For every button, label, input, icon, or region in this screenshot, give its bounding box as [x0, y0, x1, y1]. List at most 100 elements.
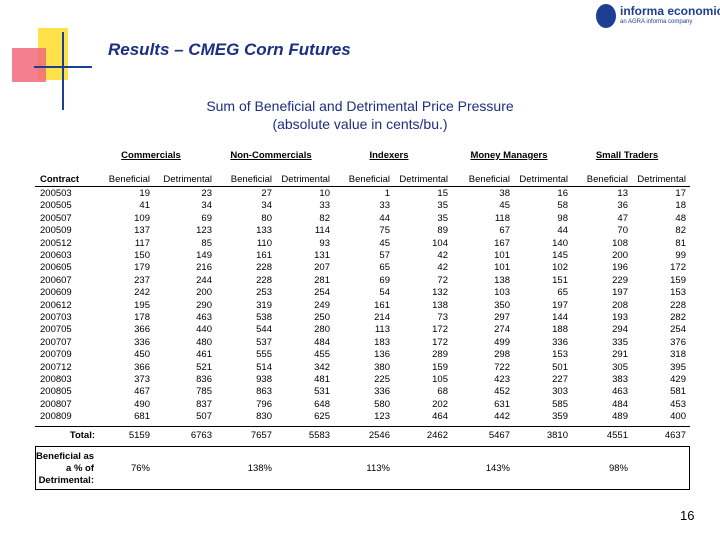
cell: 461	[196, 349, 212, 361]
cell: 197	[612, 287, 628, 299]
cell: 161	[256, 250, 272, 261]
cell: 101	[494, 250, 510, 261]
cell: 319	[256, 299, 272, 311]
cell: 297	[494, 312, 510, 323]
cell: 373	[134, 374, 150, 385]
cell: 105	[432, 374, 448, 385]
cell: 103	[494, 287, 510, 299]
cell: 200503	[40, 188, 72, 199]
cell: 863	[256, 386, 272, 398]
cell: 580	[374, 398, 390, 410]
cell: 648	[314, 398, 330, 410]
cell: 200603	[40, 250, 72, 261]
cell: 455	[314, 349, 330, 361]
cell: 681	[134, 411, 150, 423]
cell: 15	[437, 188, 448, 199]
cell: 109	[134, 212, 150, 224]
cell: 442	[494, 411, 510, 423]
cell: 585	[552, 398, 568, 410]
cell: 34	[201, 200, 212, 212]
cell: 123	[196, 225, 212, 237]
cell: 383	[612, 374, 628, 385]
cell: 423	[494, 374, 510, 385]
cell: 274	[494, 324, 510, 336]
cell: 200705	[40, 324, 72, 336]
cell: 200807	[40, 398, 72, 410]
cell: 335	[612, 336, 628, 348]
cell: 200805	[40, 386, 72, 398]
cell: 202	[432, 398, 448, 410]
cell: 366	[134, 361, 150, 373]
cell: 138	[432, 299, 448, 311]
cell: 1	[384, 188, 390, 199]
cell: 33	[319, 200, 330, 212]
cell: 318	[670, 349, 686, 361]
cell: 214	[374, 312, 390, 323]
cell: 153	[552, 349, 568, 361]
cell: 17	[675, 188, 686, 199]
cell: 73	[437, 312, 448, 323]
cell: 200809	[40, 411, 72, 423]
cell: 98	[557, 212, 568, 224]
cell: 280	[314, 324, 330, 336]
cell: 521	[196, 361, 212, 373]
ratio-label: Beneficial as	[36, 451, 95, 462]
column-header: Detrimental	[163, 174, 212, 185]
rule	[35, 426, 690, 427]
cell: 57	[379, 250, 390, 261]
cell: 450	[134, 349, 150, 361]
cell: 342	[314, 361, 330, 373]
cell: 47	[617, 212, 628, 224]
cell: 42	[437, 250, 448, 261]
total-cell: 5583	[308, 430, 330, 441]
cell: 18	[675, 200, 686, 212]
cell: 467	[134, 386, 150, 398]
cell: 72	[437, 274, 448, 286]
page-number: 16	[680, 508, 695, 523]
logo-tagline: an AGRA informa company	[620, 19, 693, 25]
cell: 464	[432, 411, 448, 423]
cell: 796	[256, 398, 272, 410]
cell: 463	[612, 386, 628, 398]
cell: 555	[256, 349, 272, 361]
cell: 507	[196, 411, 212, 423]
total-cell: 2462	[426, 430, 448, 441]
cell: 69	[379, 274, 390, 286]
cell: 159	[670, 274, 686, 286]
cell: 102	[552, 262, 568, 274]
cell: 68	[437, 386, 448, 398]
cell: 359	[552, 411, 568, 423]
total-label: Total:	[69, 430, 95, 441]
cell: 65	[379, 262, 390, 274]
cell: 200712	[40, 361, 72, 373]
cell: 237	[134, 274, 150, 286]
cell: 581	[670, 386, 686, 398]
ratio-cell: 143%	[485, 463, 510, 474]
cell: 395	[670, 361, 686, 373]
cell: 625	[314, 411, 330, 423]
deco	[62, 32, 64, 110]
cell: 544	[256, 324, 272, 336]
cell: 298	[494, 349, 510, 361]
cell: 133	[256, 225, 272, 237]
cell: 200	[612, 250, 628, 261]
cell: 254	[314, 287, 330, 299]
cell: 200507	[40, 212, 72, 224]
cell: 538	[256, 312, 272, 323]
cell: 837	[196, 398, 212, 410]
cell: 208	[612, 299, 628, 311]
cell: 101	[494, 262, 510, 274]
cell: 200609	[40, 287, 72, 299]
ratio-cell: 98%	[608, 463, 628, 474]
cell: 200	[196, 287, 212, 299]
cell: 108	[612, 237, 628, 249]
cell: 45	[379, 237, 390, 249]
cell: 484	[314, 336, 330, 348]
cell: 67	[499, 225, 510, 237]
cell: 16	[557, 188, 568, 199]
cell: 282	[670, 312, 686, 323]
deco	[12, 48, 46, 82]
cell: 254	[670, 324, 686, 336]
cell: 35	[437, 200, 448, 212]
cell: 13	[617, 188, 628, 199]
